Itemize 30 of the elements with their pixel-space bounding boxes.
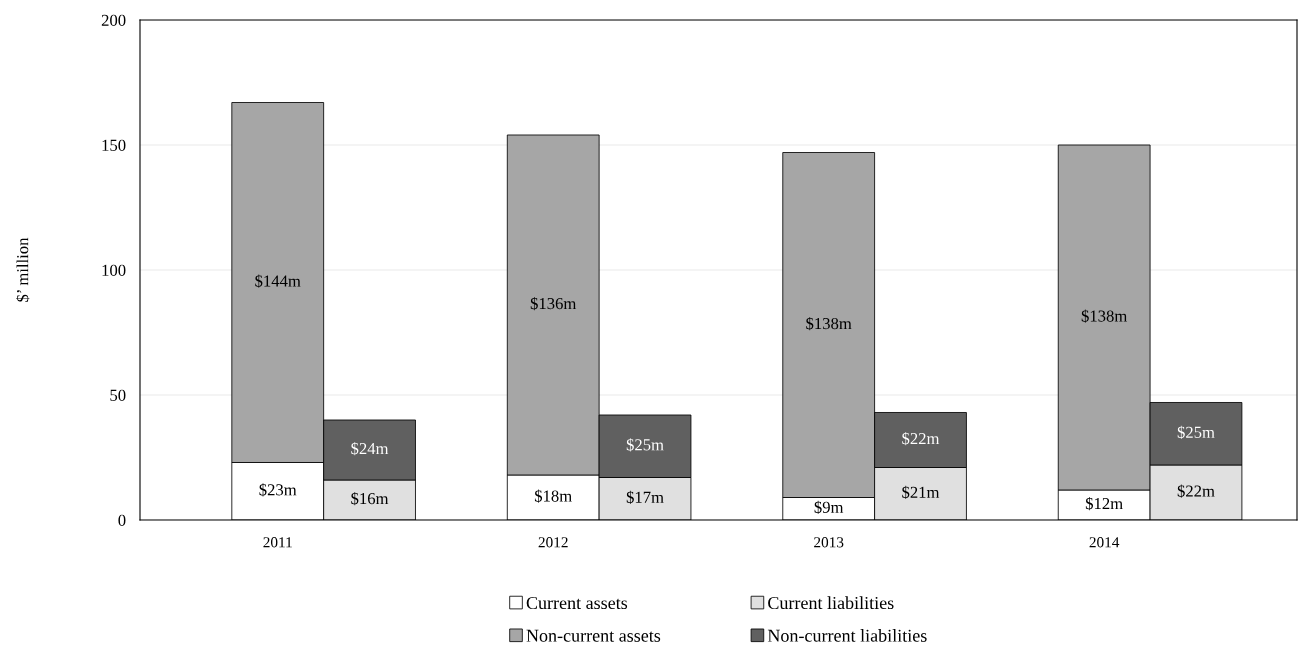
y-tick-label: 100 bbox=[102, 264, 126, 276]
data-label: $21m bbox=[902, 485, 940, 500]
data-label: $12m bbox=[1085, 496, 1123, 511]
legend-label: Non-current assets bbox=[526, 629, 661, 642]
y-tick-label: 0 bbox=[118, 514, 126, 526]
legend-label: Non-current liabilities bbox=[767, 629, 927, 642]
x-tick-label: 2014 bbox=[1089, 537, 1120, 548]
y-tick-label: 50 bbox=[110, 389, 126, 401]
x-tick-label: 2011 bbox=[263, 537, 292, 548]
data-label: $136m bbox=[530, 296, 577, 311]
data-label: $9m bbox=[814, 500, 844, 515]
data-label: $22m bbox=[1177, 484, 1215, 498]
data-label: $24m bbox=[351, 441, 389, 456]
legend-label: Current liabilities bbox=[768, 596, 894, 610]
data-label: $25m bbox=[1177, 425, 1215, 440]
data-label: $16m bbox=[351, 491, 389, 506]
data-label: $144m bbox=[255, 274, 301, 288]
data-label: $18m bbox=[534, 489, 572, 503]
data-label: $23m bbox=[259, 483, 297, 497]
x-tick-label: 2013 bbox=[814, 537, 844, 548]
data-label: $138m bbox=[1081, 309, 1128, 323]
legend-label: Current assets bbox=[526, 596, 628, 610]
data-label: $138m bbox=[806, 316, 852, 331]
y-axis-title: $’ million bbox=[16, 237, 30, 302]
data-label: $22m bbox=[902, 431, 940, 446]
y-tick-label: 200 bbox=[101, 14, 126, 26]
data-label: $17m bbox=[626, 490, 664, 505]
y-tick-label: 150 bbox=[102, 139, 126, 151]
x-tick-label: 2012 bbox=[538, 537, 568, 548]
data-label: $25m bbox=[626, 438, 664, 452]
